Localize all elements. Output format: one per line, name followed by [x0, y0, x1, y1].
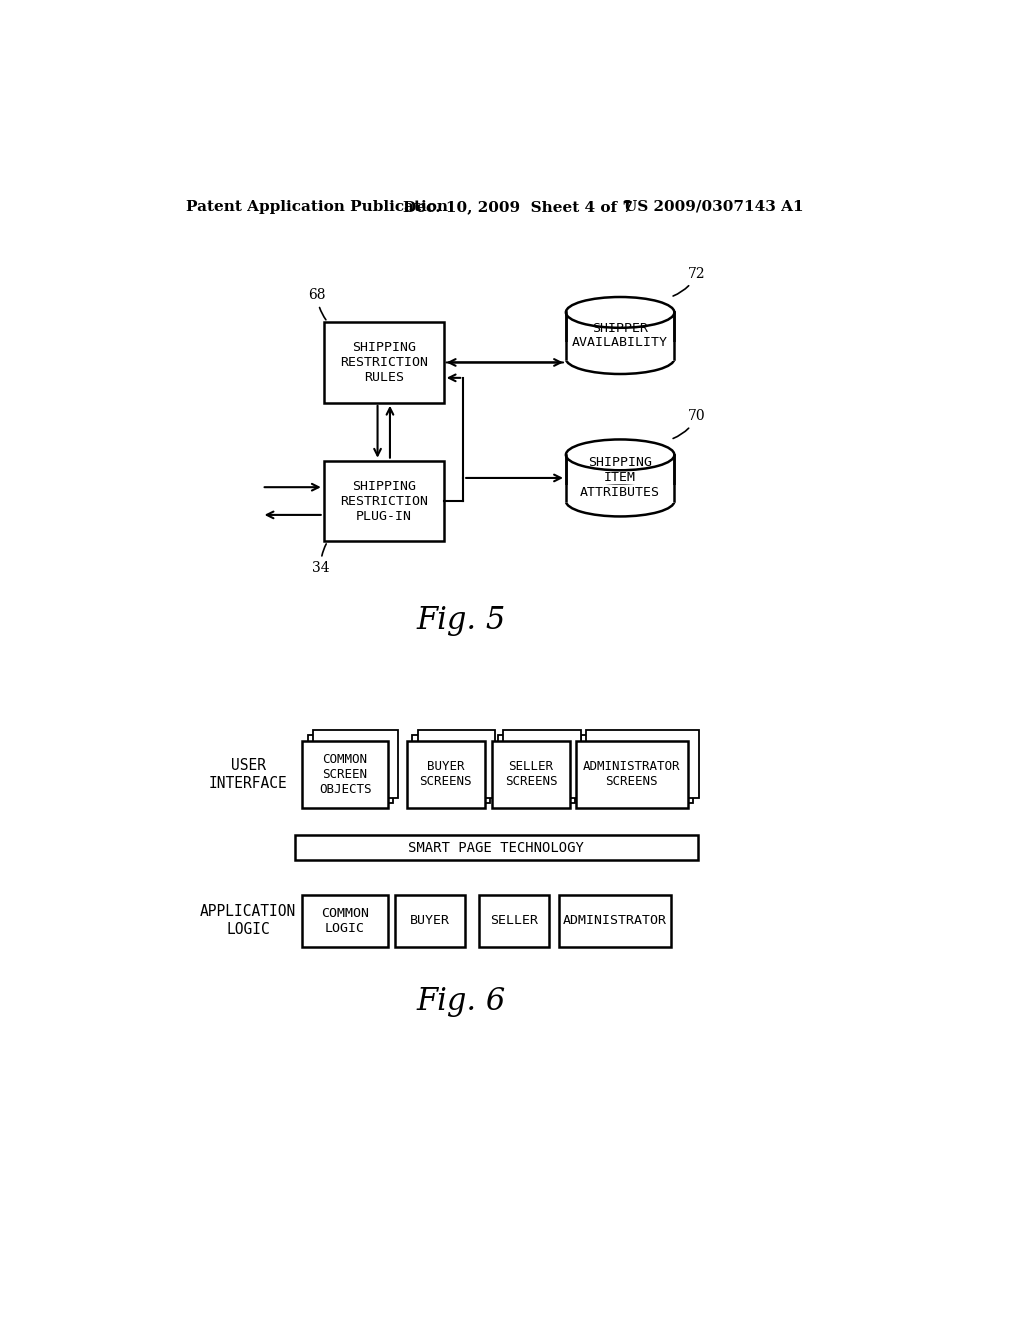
Text: 72: 72: [673, 267, 706, 296]
Bar: [498, 735, 575, 803]
Text: BUYER
SCREENS: BUYER SCREENS: [420, 760, 472, 788]
Bar: [493, 741, 569, 808]
Ellipse shape: [566, 297, 675, 327]
Bar: [313, 730, 398, 797]
Text: APPLICATION
LOGIC: APPLICATION LOGIC: [200, 904, 296, 937]
Ellipse shape: [566, 486, 675, 516]
Text: Fig. 6: Fig. 6: [417, 986, 506, 1016]
Ellipse shape: [566, 440, 675, 470]
Bar: [503, 730, 581, 797]
Text: 68: 68: [308, 288, 326, 319]
Bar: [418, 730, 496, 797]
Text: BUYER: BUYER: [411, 915, 451, 927]
Text: SHIPPING
RESTRICTION
RULES: SHIPPING RESTRICTION RULES: [340, 341, 428, 384]
Bar: [324, 461, 443, 541]
Text: Fig. 5: Fig. 5: [417, 605, 506, 636]
Text: SELLER
SCREENS: SELLER SCREENS: [505, 760, 557, 788]
Bar: [581, 735, 693, 803]
Bar: [587, 730, 698, 797]
Text: SHIPPING
ITEM
ATTRIBUTES: SHIPPING ITEM ATTRIBUTES: [581, 457, 660, 499]
Bar: [324, 322, 443, 403]
Bar: [558, 895, 671, 946]
Text: US 2009/0307143 A1: US 2009/0307143 A1: [624, 199, 804, 214]
Text: SHIPPING
RESTRICTION
PLUG-IN: SHIPPING RESTRICTION PLUG-IN: [340, 479, 428, 523]
Bar: [564, 342, 676, 359]
Text: SELLER: SELLER: [489, 915, 538, 927]
Text: Patent Application Publication: Patent Application Publication: [186, 199, 449, 214]
Text: ADMINISTRATOR
SCREENS: ADMINISTRATOR SCREENS: [583, 760, 681, 788]
Bar: [479, 895, 549, 946]
Text: SMART PAGE TECHNOLOGY: SMART PAGE TECHNOLOGY: [409, 841, 584, 854]
Text: Dec. 10, 2009  Sheet 4 of 7: Dec. 10, 2009 Sheet 4 of 7: [403, 199, 633, 214]
Bar: [413, 735, 489, 803]
Text: 34: 34: [312, 544, 330, 576]
Bar: [308, 735, 393, 803]
Text: ADMINISTRATOR: ADMINISTRATOR: [563, 915, 667, 927]
Bar: [564, 484, 676, 502]
Ellipse shape: [566, 343, 675, 374]
Text: COMMON
SCREEN
OBJECTS: COMMON SCREEN OBJECTS: [318, 752, 372, 796]
Bar: [395, 895, 465, 946]
Text: SHIPPER
AVAILABILITY: SHIPPER AVAILABILITY: [572, 322, 668, 350]
Bar: [302, 895, 388, 946]
Text: COMMON
LOGIC: COMMON LOGIC: [321, 907, 369, 935]
Bar: [407, 741, 484, 808]
Text: 70: 70: [673, 409, 706, 438]
Bar: [295, 836, 697, 859]
Text: USER
INTERFACE: USER INTERFACE: [209, 758, 288, 791]
Bar: [575, 741, 688, 808]
Bar: [302, 741, 388, 808]
